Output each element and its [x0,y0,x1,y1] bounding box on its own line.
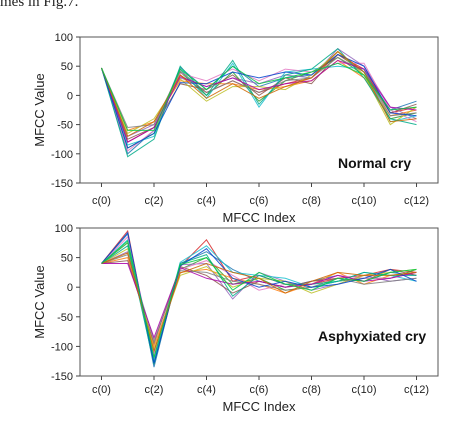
x-axis-title: MFCC Index [223,399,296,414]
y-tick-label: 100 [55,223,73,235]
x-tick-label: c(2) [145,384,164,396]
x-tick-label: c(4) [197,384,216,396]
y-tick-label: 0 [67,90,73,102]
y-tick-label: -50 [57,120,73,132]
series-line-15 [101,240,417,358]
y-tick-label: -50 [57,312,73,324]
y-tick-label: 0 [67,282,73,294]
x-tick-label: c(6) [250,384,269,396]
chart-panel-2: 100 50 0 -50 -100 -150 c(0) c(2) c(4) c(6) c(8) c(1… [32,223,439,414]
y-axis-title: MFCC Value [32,265,47,338]
y-tick-label: 50 [61,61,73,73]
y-tick-label: 100 [55,32,73,44]
x-tick-label: c(0) [92,195,111,207]
series-line-14 [101,252,417,353]
x-tick-label: c(8) [302,384,321,396]
panel-annotation: Asphyxiated cry [318,328,426,344]
y-tick-label: -100 [51,341,73,353]
plot-frame [79,36,439,184]
x-tick-label: c(10) [351,195,376,207]
y-tick-label: -100 [51,149,73,161]
x-tick-label: c(2) [145,195,164,207]
series-line-10 [101,253,417,343]
caption-text: mes in Fig.7. [0,0,79,10]
y-axis-title: MFCC Value [32,73,47,146]
series-line-11 [101,48,417,158]
series-line-12 [101,59,417,143]
x-tick-label: c(8) [302,195,321,207]
x-tick-label: c(12) [404,195,429,207]
x-tick-label: c(10) [351,384,376,396]
x-tick-label: c(0) [92,384,111,396]
x-tick-label: c(6) [250,195,269,207]
series-line-13 [101,53,417,149]
series-line-11 [101,244,417,365]
y-tick-label: 50 [61,253,73,265]
series-line-15 [101,62,417,131]
series-line-13 [101,231,417,364]
plot-frame [79,227,439,377]
x-axis-title: MFCC Index [223,210,296,225]
y-tick-label: -150 [51,371,73,383]
x-tick-label: c(4) [197,195,216,207]
y-tick-label: -150 [51,178,73,190]
panel-annotation: Normal cry [338,155,411,171]
series-line-14 [101,50,417,138]
x-tick-label: c(12) [404,384,429,396]
chart-panel-1: 100 50 0 -50 -100 -150 c(0) c(2) c(4) c(6) c(8) c(1… [32,32,439,225]
